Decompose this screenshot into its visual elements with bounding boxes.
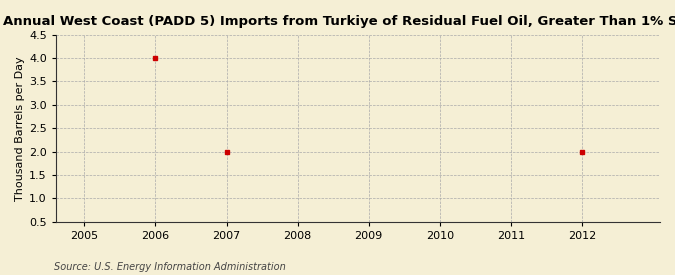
Y-axis label: Thousand Barrels per Day: Thousand Barrels per Day <box>15 56 25 200</box>
Text: Source: U.S. Energy Information Administration: Source: U.S. Energy Information Administ… <box>54 262 286 272</box>
Title: Annual West Coast (PADD 5) Imports from Turkiye of Residual Fuel Oil, Greater Th: Annual West Coast (PADD 5) Imports from … <box>3 15 675 28</box>
